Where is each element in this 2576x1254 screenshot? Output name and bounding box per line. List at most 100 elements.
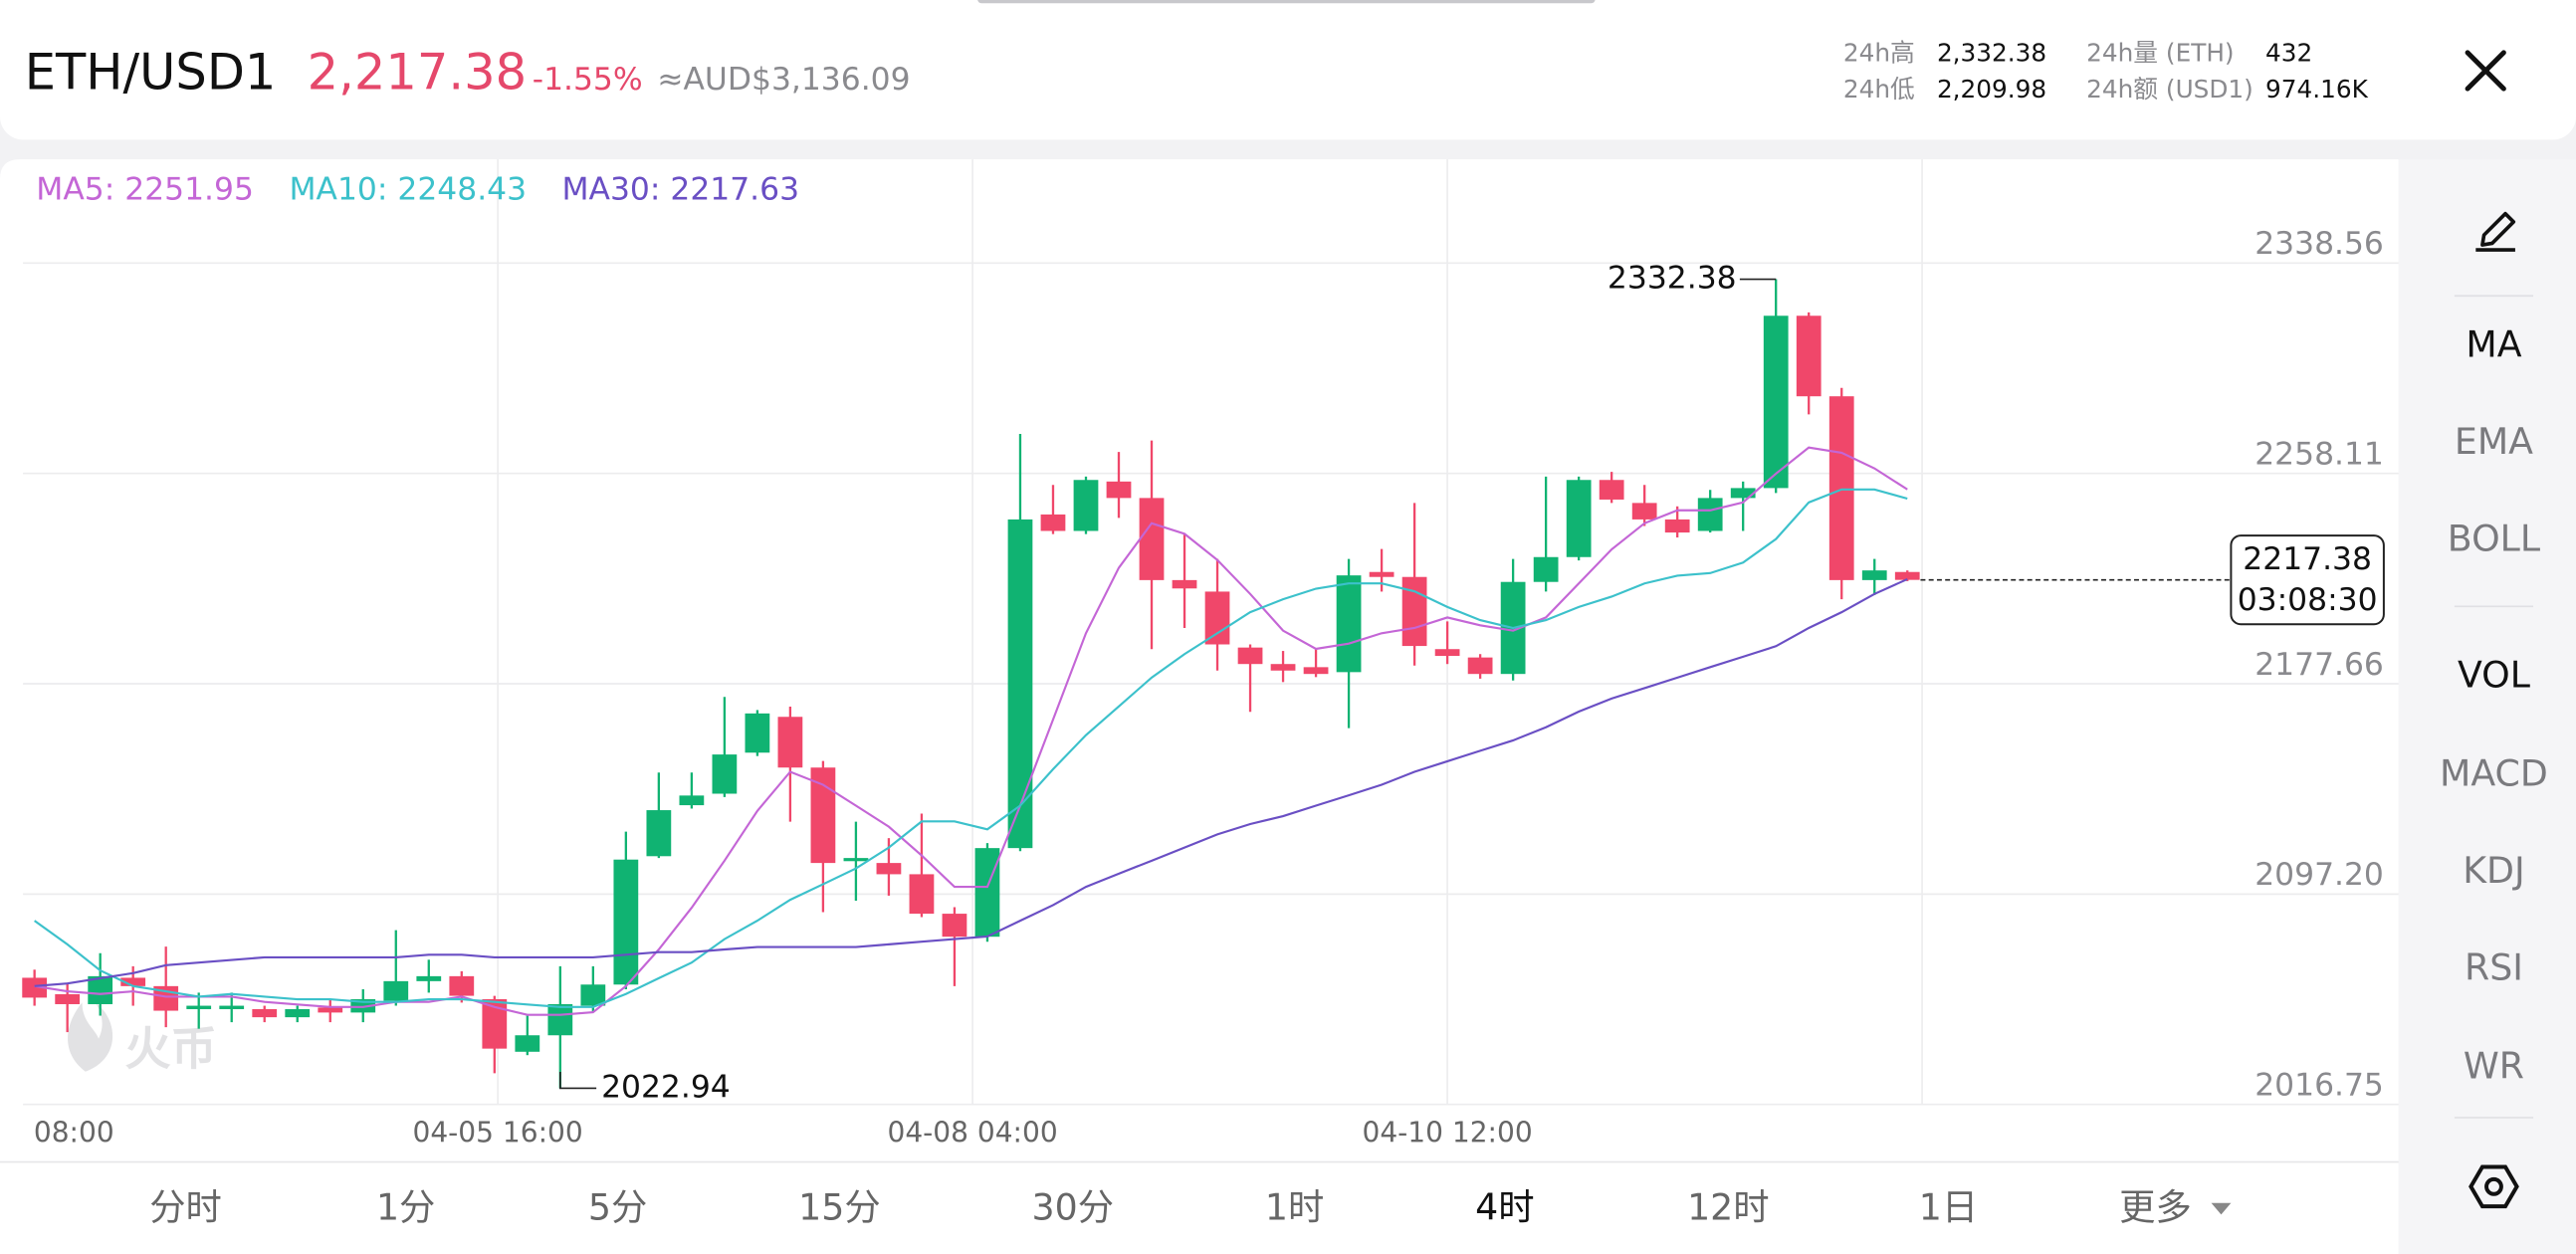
candle-body (942, 914, 967, 938)
timeframe-tab[interactable]: 更多 (2119, 1185, 2192, 1228)
y-tick-label: 2177.66 (2254, 647, 2384, 683)
candle-body (547, 1003, 573, 1036)
candle-body (974, 848, 1000, 938)
candle-body (1533, 556, 1559, 582)
watermark: 火币 (124, 1021, 216, 1075)
close-button[interactable] (2453, 38, 2518, 104)
x-tick-label: 08:00 (34, 1116, 114, 1149)
candle-body (1303, 667, 1329, 675)
timeframe-tab[interactable]: 1日 (1919, 1185, 1978, 1228)
candle-body (1664, 519, 1690, 533)
legend-entry: MA10: 2248.43 (289, 172, 527, 208)
timeframe-tab[interactable]: 1时 (1265, 1185, 1324, 1228)
candle-body (1073, 480, 1099, 531)
candle-body (285, 1008, 311, 1018)
candle-body (22, 977, 48, 998)
indicator-option[interactable]: KDJ (2463, 849, 2524, 892)
indicator-option[interactable]: VOL (2458, 653, 2531, 696)
y-tick-label: 2338.56 (2254, 226, 2384, 262)
y-tick-label: 2016.75 (2254, 1068, 2384, 1104)
fiat-price: ≈AUD$3,136.09 (657, 62, 910, 98)
candle-body (876, 863, 902, 875)
candle-body (1172, 579, 1197, 589)
candle-body (120, 977, 146, 986)
candle-body (1106, 481, 1132, 499)
candle-body (745, 713, 770, 753)
candle-body (1204, 591, 1230, 645)
candle-body (810, 767, 836, 864)
countdown: 03:08:30 (2238, 582, 2378, 618)
side-panel (2398, 159, 2576, 1254)
indicator-option[interactable]: RSI (2465, 945, 2523, 988)
ma-line (34, 488, 1908, 1008)
indicator-option[interactable]: MA (2466, 322, 2521, 365)
indicator-option[interactable]: BOLL (2448, 517, 2541, 559)
candle-body (1763, 315, 1789, 489)
timeframe-tab[interactable]: 分时 (149, 1185, 222, 1228)
candle-body (909, 874, 935, 915)
timeframe-tab[interactable]: 1分 (376, 1185, 435, 1228)
stat-value: 2,332.38 (1937, 38, 2046, 67)
candle-body (318, 1007, 343, 1013)
drag-handle (977, 0, 1596, 4)
pen-icon (2480, 211, 2516, 247)
timeframe-tab[interactable]: 4时 (1475, 1185, 1534, 1228)
candle-body (1369, 571, 1395, 577)
chart-card (0, 159, 2399, 1254)
stat-value: 2,209.98 (1937, 75, 2046, 104)
candle-body (252, 1008, 278, 1018)
candle-body (1237, 647, 1263, 665)
candle-body (1139, 498, 1165, 580)
candle-body (679, 795, 705, 806)
timeframe-tab[interactable]: 12时 (1687, 1185, 1770, 1228)
indicator-option[interactable]: MACD (2440, 751, 2548, 794)
timeframe-tab[interactable]: 15分 (798, 1185, 881, 1228)
candle-body (1467, 657, 1493, 675)
legend-entry: MA30: 2217.63 (561, 172, 799, 208)
stat-label: 24h量 (ETH) (2086, 38, 2234, 67)
candle-body (1270, 664, 1296, 671)
candle-body (219, 1005, 245, 1009)
ma-line (34, 446, 1908, 1016)
stat-label: 24h额 (USD1) (2086, 75, 2254, 104)
pair-name: ETH/USD1 (25, 43, 277, 101)
candle-body (1894, 571, 1920, 580)
candle-body (1007, 519, 1033, 849)
candle-body (1631, 503, 1657, 520)
candle-body (55, 993, 81, 1004)
indicator-option[interactable]: EMA (2455, 420, 2533, 463)
timeframe-tab[interactable]: 5分 (588, 1185, 647, 1228)
controls: 分时 1分 5分 15分 30分 1时 4时 12时 1日 更多 MA EMA BOLL VOL MACD K… (149, 322, 2548, 1228)
candle-body (1566, 480, 1592, 557)
candle-body (515, 1035, 540, 1052)
price-change: -1.55% (533, 62, 643, 98)
candle-body (1828, 396, 1854, 580)
candle-body (449, 975, 475, 996)
timeframe-tab[interactable]: 30分 (1032, 1185, 1115, 1228)
price-box (2230, 534, 2385, 626)
dropdown-arrow (2211, 1202, 2232, 1215)
candle-body (613, 859, 639, 985)
candle-body (580, 984, 606, 1006)
candle-body (186, 1005, 212, 1009)
candle-body (1697, 498, 1723, 531)
settings-button[interactable] (2469, 1164, 2519, 1209)
stat-value: 432 (2265, 38, 2312, 67)
plot: 火币 2016.75 2097.20 2177.66 2258.11 2338.56 08:… (22, 159, 2399, 1149)
candle-body (646, 810, 672, 857)
low-label: 2022.94 (601, 1069, 731, 1105)
close-icon (2465, 50, 2506, 92)
draw-tool-button[interactable] (2475, 211, 2516, 252)
y-tick-label: 2258.11 (2254, 436, 2384, 472)
candle-body (777, 717, 803, 768)
legend-entry: MA5: 2251.95 (36, 172, 254, 208)
header-card (0, 0, 2576, 140)
indicator-option[interactable]: WR (2464, 1044, 2524, 1087)
watermark-logo (68, 1002, 113, 1072)
x-tick-label: 04-08 04:00 (887, 1116, 1057, 1149)
stat-value: 974.16K (2265, 75, 2369, 104)
settings-icon (2469, 1164, 2519, 1209)
y-tick-label: 2097.20 (2254, 857, 2384, 893)
